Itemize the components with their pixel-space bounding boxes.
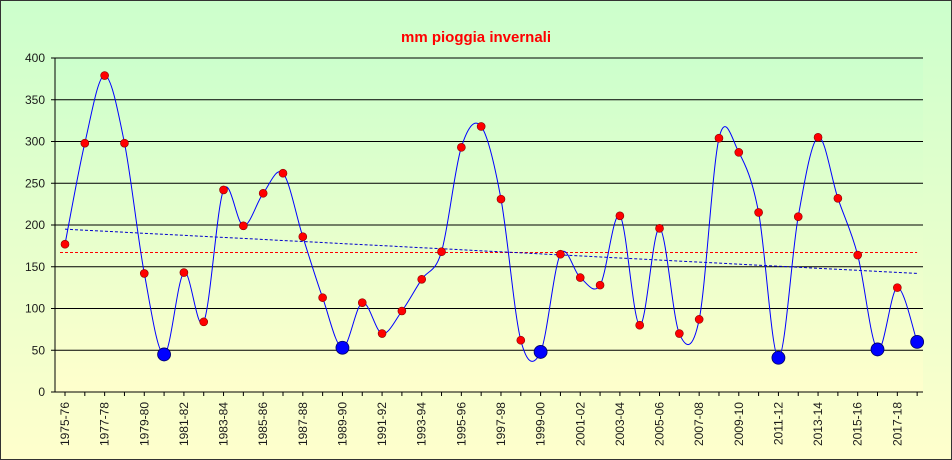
x-tick-label: 1991-92 (375, 402, 389, 446)
y-tick-label: 150 (25, 260, 45, 274)
x-tick-label: 1989-90 (335, 402, 349, 446)
data-point (575, 273, 585, 282)
data-point (417, 274, 427, 284)
data-point (357, 298, 367, 307)
trend-line (64, 228, 918, 274)
y-tick-label: 100 (25, 302, 45, 316)
x-tick-label: 1995-96 (454, 402, 468, 446)
x-tick-label: 2003-04 (613, 402, 627, 446)
y-tick-label: 350 (25, 93, 45, 107)
x-axis-ticks: 1975-76 1977-78 1979-80 1981-82 1983-84 1985-… (58, 402, 904, 446)
data-point (675, 329, 684, 338)
data-point (476, 122, 486, 131)
data-point-minimum (533, 345, 548, 359)
data-point (516, 335, 526, 345)
data-point (833, 193, 843, 203)
data-point (635, 320, 645, 330)
data-point (556, 249, 565, 259)
data-point (239, 221, 248, 231)
y-tick-label: 250 (25, 176, 45, 190)
data-point (694, 315, 704, 324)
x-tick-label: 1993-94 (415, 402, 429, 446)
data-point (655, 224, 664, 233)
x-tick-label: 1975-76 (58, 402, 72, 446)
data-point (734, 148, 744, 157)
y-tick-label: 300 (25, 135, 45, 149)
chart-title: mm pioggia invernali (401, 29, 551, 46)
y-axis-ticks: 0 50 100 150 200 250 300 350 400 (25, 51, 45, 399)
data-point-minimum (910, 334, 925, 349)
data-point (179, 268, 189, 277)
x-tick-label: 2001-02 (573, 402, 587, 446)
data-point (457, 143, 466, 152)
data-point (397, 306, 407, 316)
x-tick-label: 1979-80 (137, 402, 151, 446)
data-point (437, 247, 446, 257)
data-point (60, 239, 70, 249)
x-tick-label: 2017-18 (890, 402, 904, 446)
data-point (853, 250, 862, 260)
data-point (754, 208, 763, 217)
data-point-minimum (157, 347, 171, 362)
x-tick-label: 2007-08 (692, 402, 706, 446)
data-point (813, 133, 823, 142)
y-tick-label: 0 (38, 385, 45, 399)
data-point (496, 194, 506, 204)
x-tick-label: 2013-14 (811, 402, 825, 446)
data-point (615, 211, 625, 221)
data-points (60, 71, 925, 365)
y-tick-label: 200 (25, 218, 45, 232)
data-point (595, 280, 605, 290)
data-point (893, 283, 902, 292)
x-tick-label: 2015-16 (851, 402, 865, 446)
y-tick-label: 400 (25, 51, 45, 65)
y-tick-label: 50 (32, 343, 46, 357)
x-tick-label: 1987-88 (296, 402, 310, 446)
data-point (120, 138, 129, 148)
data-point-minimum (335, 340, 350, 355)
x-tick-label: 1997-98 (494, 402, 508, 446)
data-point (377, 329, 387, 338)
data-point (318, 293, 327, 302)
data-point (258, 188, 268, 198)
axes (51, 57, 923, 396)
x-tick-label: 2005-06 (653, 402, 667, 446)
x-tick-label: 1977-78 (98, 402, 112, 446)
data-point-minimum (771, 350, 786, 365)
x-tick-label: 2011-12 (771, 402, 785, 445)
reference-lines (60, 228, 918, 274)
data-point (278, 168, 288, 178)
data-point (793, 212, 803, 221)
data-point (714, 133, 724, 143)
x-tick-label: 1981-82 (177, 402, 191, 446)
data-point (219, 185, 228, 195)
data-point (139, 269, 149, 278)
x-tick-label: 2009-10 (732, 402, 746, 446)
x-tick-label: 1985-86 (256, 402, 270, 446)
data-point (100, 71, 109, 80)
data-point-minimum (870, 342, 885, 357)
data-point (298, 232, 308, 241)
data-point (80, 138, 90, 148)
gridlines (55, 57, 923, 351)
x-tick-label: 1983-84 (217, 402, 231, 446)
x-tick-label: 1999-00 (534, 402, 548, 446)
data-point (199, 317, 209, 327)
